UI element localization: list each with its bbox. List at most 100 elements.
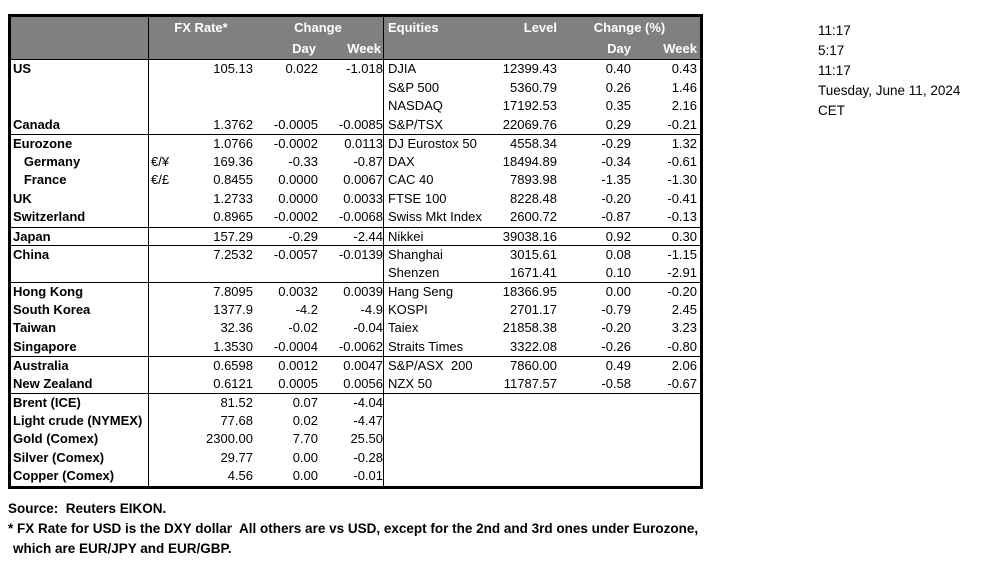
header-fx-week: Week (347, 41, 381, 56)
cell-eq-day (559, 394, 633, 412)
source-note: Source: Reuters EIKON. (8, 501, 167, 516)
cell-eq-week: -0.13 (667, 209, 697, 224)
cell-fx-pair (148, 319, 175, 338)
cell-fx-pair (148, 97, 175, 116)
table-header-row-1: FX Rate* Change Equities Level Change (%… (11, 17, 700, 38)
cell-fx-pair: €/£ (148, 171, 175, 190)
cell-eq-week: -0.20 (667, 284, 697, 299)
cell-fx-pair (148, 337, 175, 356)
cell-fx-rate: 7.8095 (213, 284, 253, 299)
cell-eq-label: Straits Times (383, 337, 483, 356)
cell-eq-day: -1.35 (601, 172, 631, 187)
header-spacer (148, 38, 253, 59)
cell-fx-label: Taiwan (13, 320, 57, 335)
cell-eq-label (383, 430, 483, 449)
cell-eq-week: 2.16 (671, 98, 697, 113)
cell-fx-week: -0.28 (353, 449, 383, 465)
cell-eq-week (633, 412, 700, 431)
cell-fx-rate: 4.56 (227, 468, 253, 483)
cell-fx-pair (148, 208, 175, 227)
cell-fx-label: Hong Kong (13, 284, 84, 299)
cell-fx-pair (148, 246, 175, 264)
cell-fx-pair (148, 189, 175, 208)
market-data-table: FX Rate* Change Equities Level Change (%… (8, 14, 703, 489)
cell-fx-pair (148, 374, 175, 393)
cell-eq-day: 0.00 (605, 284, 631, 299)
cell-eq-day: -0.34 (601, 153, 631, 169)
cell-fx-week: 0.0056 (343, 375, 383, 391)
cell-fx-pair (148, 300, 175, 319)
cell-fx-rate: 7.2532 (213, 247, 253, 262)
cell-eq-day: 0.08 (605, 247, 631, 262)
cell-eq-day (559, 430, 633, 449)
cell-fx-week: 0.0047 (343, 358, 383, 373)
cell-eq-week: -1.15 (667, 247, 697, 262)
timestamp-line: 11:17 (818, 23, 851, 38)
cell-fx-pair (148, 357, 175, 375)
table-row: Shenzen 1671.41 0.10 -2.91 (11, 263, 700, 283)
cell-fx-day: -0.0002 (273, 136, 318, 151)
header-equities: Equities (383, 17, 483, 38)
cell-eq-level: 3322.08 (510, 338, 557, 354)
cell-eq-day: 0.10 (605, 264, 631, 280)
cell-fx-week: 0.0039 (343, 284, 383, 299)
cell-fx-pair (148, 411, 175, 430)
cell-eq-level: 3015.61 (510, 247, 557, 262)
cell-eq-day: 0.92 (605, 228, 631, 244)
timestamp-line: 11:17 (818, 63, 851, 78)
header-level: Level (523, 20, 557, 35)
table-row: Japan 157.29 -0.29 -2.44 Nikkei 39038.16 0.92 0… (11, 226, 700, 245)
cell-fx-rate: 1.2733 (213, 190, 253, 206)
header-change-pct: Change (%) (593, 20, 666, 35)
cell-fx-rate: 81.52 (220, 395, 253, 410)
cell-fx-week: -4.04 (353, 395, 383, 410)
cell-fx-day: 0.0012 (278, 358, 318, 373)
cell-fx-pair (148, 430, 175, 449)
cell-eq-label (383, 394, 483, 412)
cell-eq-level (483, 394, 559, 412)
header-fx-day: Day (292, 41, 316, 56)
cell-eq-label: S&P 500 (383, 78, 483, 97)
cell-fx-day: 7.70 (292, 431, 318, 446)
cell-eq-label: DAX (383, 152, 483, 171)
table-row: Singapore 1.3530 -0.0004 -0.0062 Straits Tim… (11, 337, 700, 356)
cell-eq-week: -0.67 (667, 375, 697, 391)
table-row: Switzerland 0.8965 -0.0002 -0.0068 Swiss Mkt… (11, 208, 700, 227)
cell-fx-label: South Korea (13, 301, 91, 317)
cell-fx-rate: 1.3762 (213, 116, 253, 132)
cell-fx-rate (175, 264, 253, 283)
cell-eq-week: -0.21 (667, 116, 697, 132)
cell-eq-day: 0.29 (605, 116, 631, 132)
cell-eq-day: 0.49 (605, 358, 631, 373)
cell-fx-label: New Zealand (13, 375, 93, 391)
timestamp-date: Tuesday, June 11, 2024 (818, 83, 961, 98)
table-row: Gold (Comex) 2300.00 7.70 25.50 (11, 430, 700, 449)
table-row: Eurozone 1.0766 -0.0002 0.0113 DJ Eurostox 5… (11, 134, 700, 153)
cell-fx-week (318, 79, 383, 98)
cell-eq-label (383, 467, 483, 486)
cell-eq-day (559, 412, 633, 431)
cell-eq-level (483, 449, 559, 468)
timestamp-timezone: CET (818, 103, 845, 118)
cell-eq-level: 18494.89 (502, 153, 557, 169)
header-fx-rate: FX Rate* (148, 17, 253, 38)
table-body: US 105.13 0.022 -1.018 DJIA 12399.43 0.40 0.43 S… (11, 60, 700, 486)
cell-eq-week: 0.43 (671, 61, 697, 76)
cell-eq-label: NASDAQ (383, 97, 483, 116)
cell-eq-label: S&P/ASX 200 (383, 357, 483, 375)
cell-fx-pair (148, 227, 175, 245)
table-row: Copper (Comex) 4.56 0.00 -0.01 (11, 467, 700, 486)
cell-fx-week: -0.0085 (338, 116, 383, 132)
cell-fx-week: -0.0139 (338, 247, 383, 262)
cell-fx-rate: 1.0766 (213, 136, 253, 151)
table-header-row-2: Day Week Day Week (11, 38, 700, 59)
cell-fx-pair (148, 467, 175, 486)
cell-fx-pair (148, 78, 175, 97)
cell-eq-level: 8228.48 (510, 190, 557, 206)
cell-fx-rate: 77.68 (220, 412, 253, 428)
table-header: FX Rate* Change Equities Level Change (%… (11, 17, 700, 60)
cell-eq-label: KOSPI (383, 300, 483, 319)
cell-fx-day: -4.2 (295, 301, 318, 317)
cell-fx-week: 0.0113 (344, 136, 383, 151)
cell-eq-label: Taiex (383, 319, 483, 338)
